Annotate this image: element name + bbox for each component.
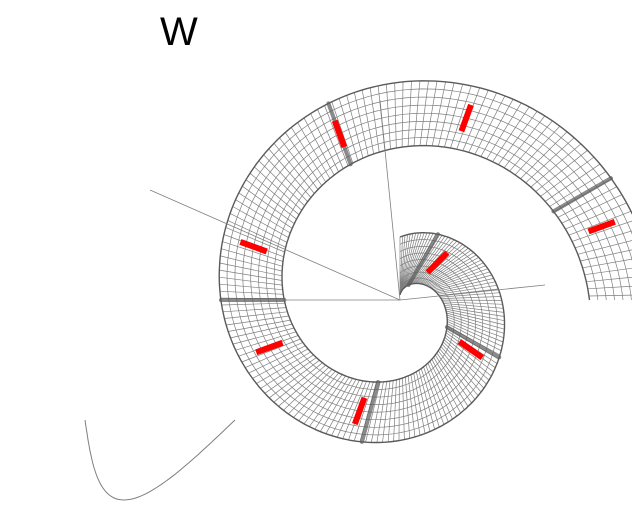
tie-wire xyxy=(399,284,546,301)
mesh-edge-wire xyxy=(281,144,591,383)
mesh-edge-wire xyxy=(218,80,632,444)
tie-wire xyxy=(149,189,401,301)
red-marker xyxy=(458,103,474,133)
wire-mesh xyxy=(84,80,632,501)
mesh-spiral-wire xyxy=(266,129,607,398)
red-marker xyxy=(331,119,348,149)
mesh-spiral-wire xyxy=(258,121,615,405)
red-marker xyxy=(457,339,485,361)
w-label: W xyxy=(160,10,198,54)
tie-wire xyxy=(379,99,401,301)
mesh-seam xyxy=(359,380,381,444)
red-marker xyxy=(587,218,616,235)
red-marker xyxy=(352,396,368,426)
red-marker xyxy=(255,339,284,356)
mesh-tail-wire xyxy=(84,419,236,501)
red-markers xyxy=(239,103,616,426)
mesh-seam xyxy=(444,325,502,360)
mesh-spiral-wire xyxy=(234,96,632,428)
red-marker xyxy=(239,239,268,255)
mesh-spiral-wire xyxy=(250,112,624,413)
mesh-seam xyxy=(406,232,440,288)
mesh-spiral-wire xyxy=(242,104,632,421)
mesh-spiral-wire xyxy=(273,137,599,390)
mesh-seam xyxy=(551,176,613,214)
red-marker xyxy=(425,250,450,275)
mesh-spiral-wire xyxy=(226,88,632,436)
